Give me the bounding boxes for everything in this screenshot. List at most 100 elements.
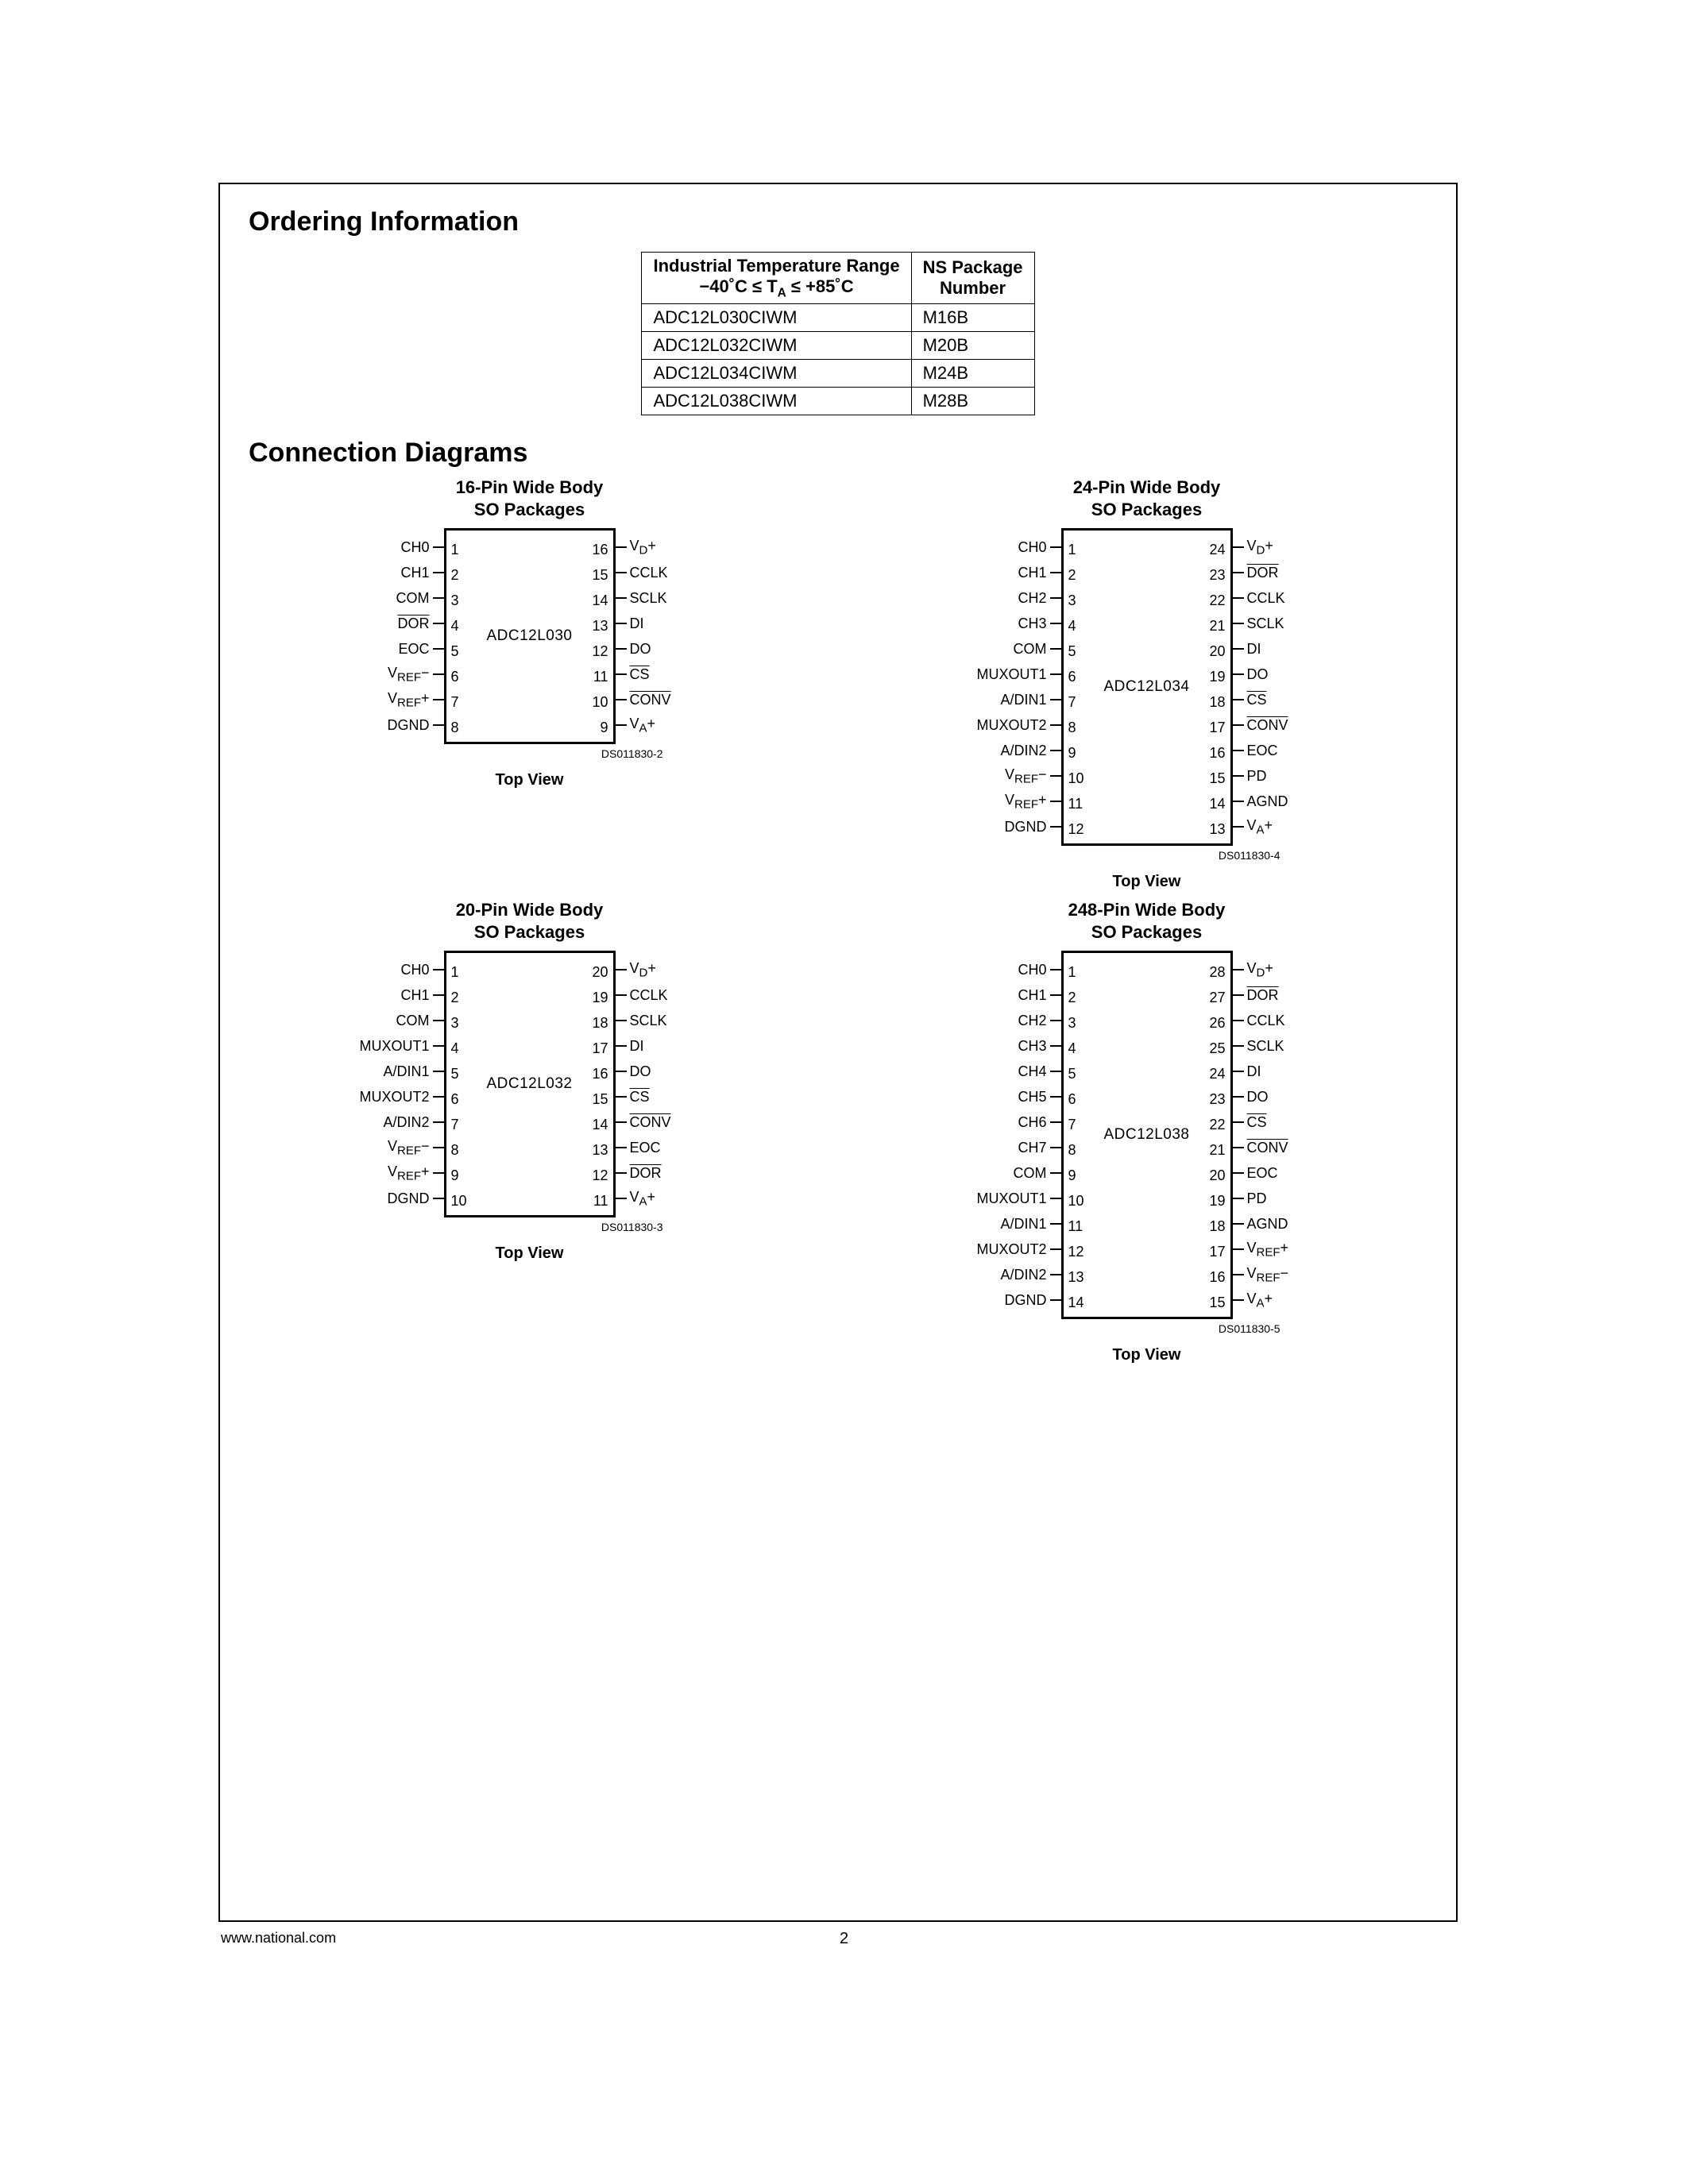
ordering-col2-line2: Number: [940, 278, 1006, 298]
pin-row: DI: [616, 1036, 647, 1055]
pin-number-text: 8: [446, 1142, 467, 1159]
pin-label: VD+: [627, 538, 659, 558]
pin-number-text: 13: [593, 618, 613, 635]
pin-number: 11: [1064, 794, 1084, 813]
pin-tick-icon: [433, 572, 444, 573]
pin-tick-icon: [433, 673, 444, 675]
pin-number-text: 5: [446, 643, 467, 660]
pin-number-text: 11: [593, 1193, 613, 1210]
pin-number-text: 25: [1210, 1040, 1230, 1057]
pin-number: 18: [593, 1013, 613, 1032]
pin-label: EOC: [395, 641, 432, 658]
pin-row: VD+: [616, 538, 659, 557]
pin-row: A/DIN1: [997, 1214, 1060, 1233]
pin-label: CH0: [1014, 539, 1049, 556]
pin-number-text: 13: [593, 1142, 613, 1159]
pin-tick-icon: [1233, 1299, 1244, 1301]
ordering-pkg-cell: M16B: [911, 304, 1034, 332]
pin-label: AGND: [1244, 793, 1292, 810]
pin-tick-icon: [1050, 1274, 1061, 1275]
pin-label: DGND: [1002, 1292, 1050, 1309]
pin-tick-icon: [1233, 1020, 1244, 1021]
pin-label: VREF−: [1002, 766, 1050, 786]
pin-number-text: 23: [1210, 1091, 1230, 1108]
pin-number-text: 11: [1064, 796, 1084, 812]
pin-tick-icon: [433, 1045, 444, 1047]
pin-number: 20: [593, 963, 613, 982]
pin-label: VREF−: [384, 665, 433, 685]
pin-tick-icon: [1233, 699, 1244, 700]
pin-row: AGND: [1233, 792, 1292, 811]
pin-number: 12: [1064, 820, 1084, 839]
pin-tick-icon: [1050, 994, 1061, 996]
pin-row: CH3: [1014, 1036, 1060, 1055]
pin-number: 15: [593, 1090, 613, 1109]
pin-tick-icon: [1050, 724, 1061, 726]
pin-number: 1: [446, 963, 467, 982]
pin-number: 10: [593, 693, 613, 712]
pin-tick-icon: [616, 623, 627, 624]
pin-tick-icon: [1233, 597, 1244, 599]
pin-row: VD+: [1233, 538, 1277, 557]
pin-row: PD: [1233, 1189, 1270, 1208]
pin-tick-icon: [1050, 673, 1061, 675]
pin-row: CS: [1233, 1113, 1270, 1132]
pin-row: A/DIN2: [380, 1113, 443, 1132]
pin-label: DOR: [627, 1165, 665, 1182]
pin-label: CH3: [1014, 615, 1049, 632]
pin-label: DI: [627, 1038, 647, 1055]
pin-number-text: 5: [446, 1066, 467, 1082]
pin-number-text: 17: [1210, 1244, 1230, 1260]
pin-label: COM: [393, 590, 433, 607]
ordering-table-row: ADC12L038CIWMM28B: [642, 388, 1034, 415]
pin-number: 9: [1064, 743, 1084, 762]
pin-tick-icon: [1050, 597, 1061, 599]
pin-label: CONV: [1244, 1140, 1292, 1156]
pin-number-text: 15: [593, 567, 613, 584]
pin-row: A/DIN2: [997, 1265, 1060, 1284]
pin-number: 9: [1064, 1166, 1084, 1185]
pin-number-text: 7: [1064, 1117, 1084, 1133]
pin-label: DGND: [384, 1190, 433, 1207]
ordering-table-row: ADC12L032CIWMM20B: [642, 332, 1034, 360]
pin-number: 11: [1064, 1217, 1084, 1236]
pin-number-text: 11: [593, 669, 613, 685]
pin-row: CS: [1233, 690, 1270, 709]
ordering-part-cell: ADC12L038CIWM: [642, 388, 911, 415]
pin-tick-icon: [1233, 1274, 1244, 1275]
datasheet-page: Ordering Information Industrial Temperat…: [0, 0, 1688, 2184]
chip-wrap: ADC12L0321234567891020191817161514131211…: [444, 951, 616, 1217]
pin-number-text: 14: [1210, 796, 1230, 812]
pin-tick-icon: [1233, 1172, 1244, 1174]
pin-number-text: 12: [593, 643, 613, 660]
pin-tick-icon: [433, 1198, 444, 1199]
pin-tick-icon: [1050, 699, 1061, 700]
pin-row: VA+: [616, 716, 659, 735]
pin-tick-icon: [1233, 546, 1244, 548]
chip-body: ADC12L0341234567891011122423222120191817…: [1061, 528, 1233, 846]
pin-row: CH0: [1014, 538, 1060, 557]
pin-number-text: 20: [593, 964, 613, 981]
pin-row: VREF+: [384, 690, 444, 709]
pin-number-text: 11: [1064, 1218, 1084, 1235]
pin-tick-icon: [1050, 1198, 1061, 1199]
pin-tick-icon: [616, 1096, 627, 1098]
pin-label: DO: [627, 1063, 655, 1080]
pin-tick-icon: [1233, 1147, 1244, 1148]
pin-tick-icon: [1050, 775, 1061, 777]
pin-tick-icon: [1050, 648, 1061, 650]
pin-label: DOR: [395, 615, 433, 632]
pinout-package: 248-Pin Wide BodySO PackagesADC12L038123…: [866, 899, 1427, 1364]
top-view-label: Top View: [496, 1244, 564, 1263]
pin-label: CS: [627, 1089, 653, 1106]
pin-number: 11: [593, 1191, 613, 1210]
pin-label: VREF+: [384, 690, 433, 710]
pin-label: VA+: [627, 1189, 659, 1209]
pin-row: CH2: [1014, 588, 1060, 608]
pin-tick-icon: [433, 699, 444, 700]
pin-row: A/DIN1: [380, 1062, 443, 1081]
ordering-col2-line1: NS Package: [923, 257, 1023, 277]
pin-number-text: 17: [593, 1040, 613, 1057]
pinout-title: 20-Pin Wide BodySO Packages: [456, 899, 604, 943]
pin-tick-icon: [433, 724, 444, 726]
